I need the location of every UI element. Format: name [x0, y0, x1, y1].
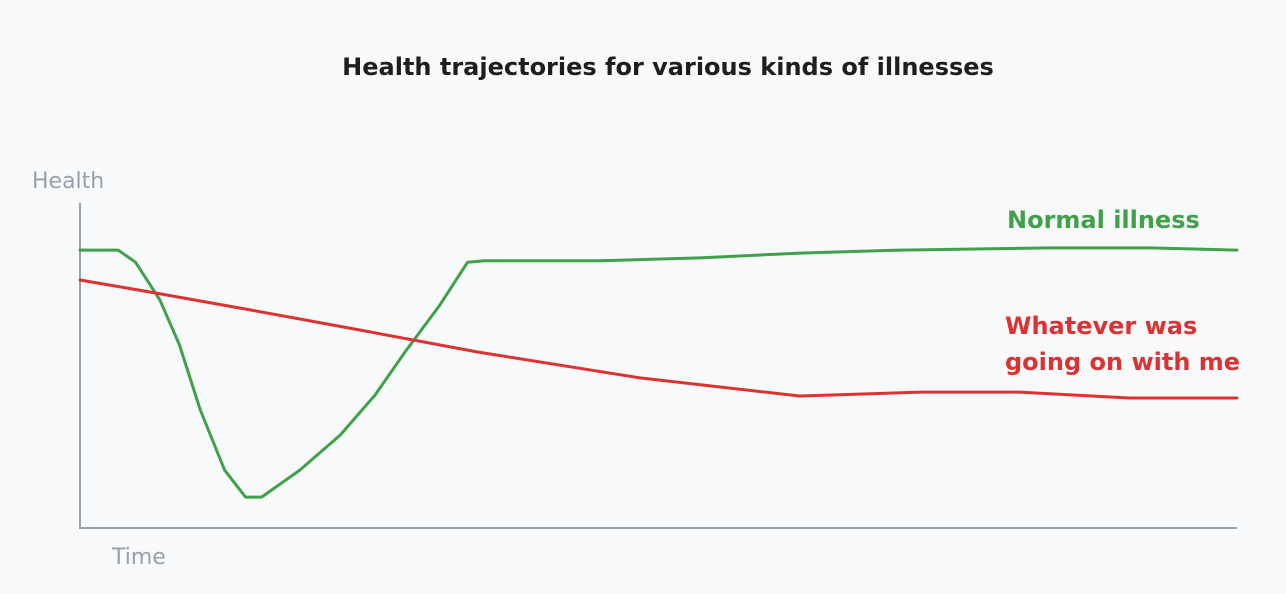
x-axis-label: Time [111, 545, 166, 570]
chart-title: Health trajectories for various kinds of… [342, 53, 994, 81]
series-line [78, 278, 1239, 400]
series-line [78, 246, 1239, 499]
y-axis-label: Health [32, 169, 104, 194]
series-label: Normal illness [1007, 206, 1200, 234]
series-label: Whatever was going on with me [1005, 312, 1241, 376]
